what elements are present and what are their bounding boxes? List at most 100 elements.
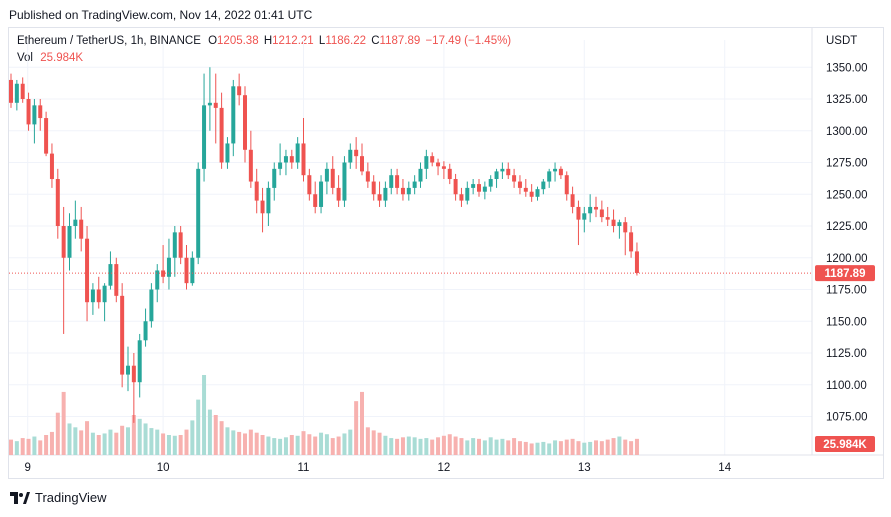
candle-body: [196, 168, 201, 258]
candle-body: [32, 105, 37, 125]
y-tick-label: 1175.00: [826, 285, 867, 297]
volume-bar: [424, 438, 429, 455]
candle-body: [377, 194, 382, 201]
volume-bar: [488, 437, 493, 455]
candle-body: [248, 149, 253, 182]
candle-body: [38, 105, 43, 119]
volume-bar: [131, 415, 136, 455]
price-unit: USDT: [826, 35, 858, 47]
candle-body: [541, 181, 546, 190]
volume-bar: [436, 437, 441, 455]
last-volume-label: 25.984K: [823, 439, 867, 451]
x-tick-label: 13: [578, 462, 591, 474]
candle-body: [512, 175, 517, 182]
volume-bar: [114, 432, 119, 455]
volume-bar: [190, 420, 195, 455]
volume-bar: [143, 423, 148, 455]
low-label: L: [318, 35, 326, 47]
candle-body: [172, 232, 177, 258]
candle-body: [85, 238, 90, 303]
candle-body: [207, 102, 212, 106]
candle-body: [96, 289, 101, 303]
candle-body: [108, 264, 113, 286]
high-label: H: [263, 35, 273, 47]
candle-body: [61, 226, 66, 258]
candle-body: [629, 232, 634, 252]
volume-bar: [377, 432, 382, 455]
volume-bar: [629, 441, 634, 455]
candle-body: [155, 270, 160, 290]
volume-bar: [213, 415, 218, 455]
candle-body: [260, 200, 265, 214]
volume-legend[interactable]: Vol 25.984K: [17, 52, 83, 64]
volume-bar: [9, 439, 13, 455]
volume-bar: [564, 439, 569, 455]
volume-bar: [260, 435, 265, 455]
candle-body: [49, 153, 54, 180]
volume-bar: [482, 440, 487, 455]
volume-bar: [102, 433, 107, 455]
candle-body: [26, 99, 31, 125]
candle-body: [488, 179, 493, 187]
candle-body: [365, 171, 370, 182]
volume-bar: [611, 438, 616, 455]
candle-body: [465, 187, 470, 201]
candle-body: [166, 257, 171, 277]
volume-bar: [570, 438, 575, 455]
candle-body: [400, 187, 405, 195]
last-volume-tag: [815, 436, 875, 452]
symbol-legend: Ethereum / TetherUS, 1h, BINANCE O1205.3…: [17, 35, 511, 47]
volume-bar: [547, 443, 552, 455]
volume-bar: [623, 439, 628, 455]
symbol-name[interactable]: Ethereum / TetherUS, 1h, BINANCE: [17, 35, 201, 47]
volume-bar: [418, 438, 423, 455]
tradingview-footer[interactable]: TradingView: [10, 490, 107, 505]
y-tick-label: 1275.00: [826, 158, 868, 170]
volume-bar: [494, 439, 499, 455]
candle-body: [266, 187, 271, 214]
volume-bar: [342, 433, 347, 455]
candle-body: [436, 162, 441, 167]
volume-bar: [517, 441, 522, 455]
y-tick-label: 1225.00: [826, 221, 868, 233]
volume-bar: [506, 440, 511, 455]
candle-body: [430, 156, 435, 163]
volume-bar: [365, 427, 370, 455]
volume-bar: [243, 433, 247, 455]
candle-body: [20, 83, 25, 99]
candle-body: [535, 189, 540, 197]
volume-bar: [371, 430, 376, 455]
candle-body: [295, 143, 300, 163]
volume-bar: [20, 438, 25, 455]
volume-bar: [137, 418, 142, 455]
candle-body: [506, 168, 511, 176]
volume-label: Vol: [17, 52, 33, 64]
volume-bar: [301, 431, 306, 455]
candle-body: [348, 149, 353, 163]
low-value: 1186.22: [325, 35, 367, 47]
volume-bar: [324, 434, 329, 455]
candle-body: [371, 181, 376, 195]
last-price-label: 1187.89: [825, 268, 866, 280]
volume-bar: [512, 438, 517, 455]
candle-body: [441, 166, 446, 169]
volume-bar: [319, 432, 324, 455]
candle-body: [383, 187, 388, 201]
x-tick-label: 10: [157, 462, 170, 474]
volume-bar: [336, 436, 341, 455]
volume-bar: [73, 427, 78, 455]
volume-bar: [576, 441, 581, 455]
candle-body: [202, 105, 207, 169]
volume-bar: [272, 438, 277, 455]
candle-body: [594, 206, 598, 210]
candle-body: [161, 270, 166, 277]
volume-bar: [108, 429, 113, 455]
candle-body: [283, 156, 288, 163]
volume-bar: [278, 438, 283, 455]
y-tick-label: 1075.00: [826, 412, 868, 424]
volume-bar: [389, 438, 394, 455]
candle-body: [477, 184, 481, 192]
volume-bar: [207, 409, 212, 455]
volume-bar: [172, 435, 177, 455]
